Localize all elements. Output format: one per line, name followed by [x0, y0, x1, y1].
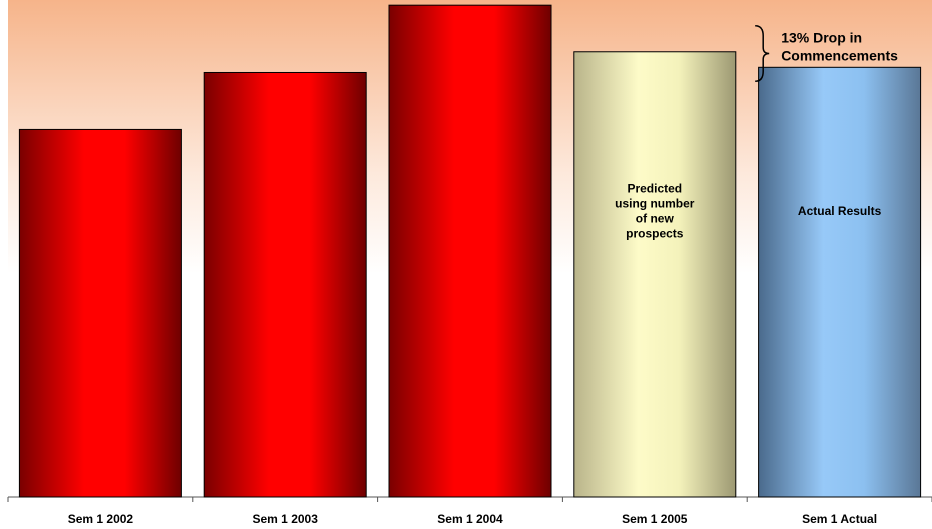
bar-2	[203, 71, 367, 498]
x-tick-label: Sem 1 2002	[68, 512, 134, 526]
x-tick-label: Sem 1 Actual	[802, 512, 877, 526]
x-axis-tick-labels: Sem 1 2002 Sem 1 2003 Sem 1 2004 Sem 1 2005…	[68, 512, 877, 526]
bar-label: Actual Results	[798, 204, 882, 218]
bar-4	[573, 51, 737, 498]
bars-layer	[18, 4, 922, 498]
x-tick-label: Sem 1 2003	[253, 512, 319, 526]
x-axis-ticks	[7, 497, 932, 502]
annotation-text: 13% Drop in Commencements	[781, 30, 898, 64]
bar-1	[18, 128, 182, 498]
annotation-layer: 13% Drop in Commencements	[755, 25, 898, 83]
x-tick-label: Sem 1 2005	[622, 512, 688, 526]
bar-labels-layer: Predicted using number of new prospects Actu…	[615, 182, 881, 241]
annotation-brace	[755, 25, 770, 83]
bar-3	[388, 4, 552, 498]
x-tick-label: Sem 1 2004	[437, 512, 503, 526]
bar-5	[758, 66, 922, 498]
bar-label: Predicted using number of new prospects	[615, 182, 695, 241]
